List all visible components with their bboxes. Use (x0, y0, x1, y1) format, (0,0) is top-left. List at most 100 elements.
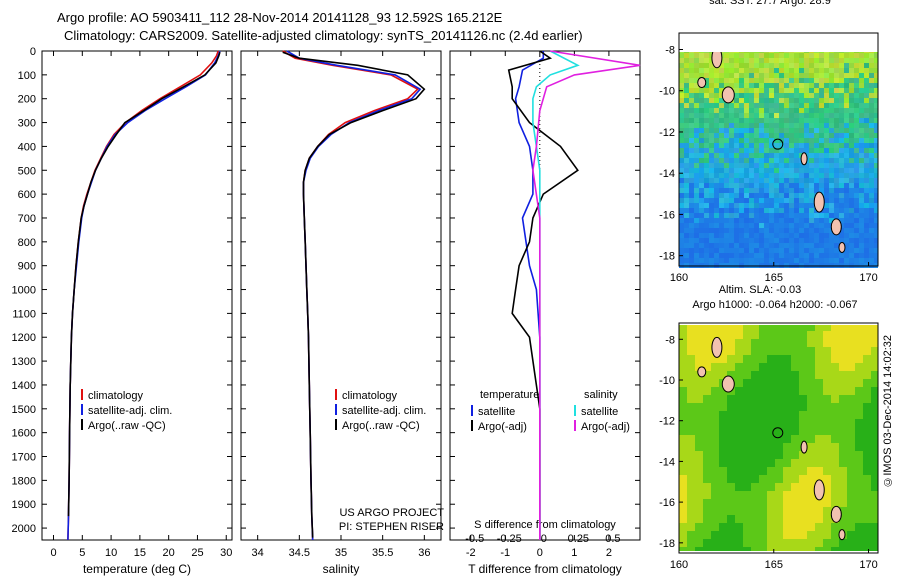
map-cell (844, 73, 850, 79)
map-cell (749, 128, 755, 134)
map-cell (839, 515, 848, 524)
map-cell (719, 83, 725, 89)
map-cell (839, 38, 845, 44)
map-cell (854, 108, 860, 114)
map-cell (815, 379, 824, 388)
map-cell (779, 148, 785, 154)
map-cell (699, 143, 705, 149)
map-cell (744, 258, 750, 264)
map-cell (839, 33, 845, 39)
map-cell (714, 188, 720, 194)
map-cell (735, 443, 744, 452)
map-cell (767, 459, 776, 468)
map-cell (809, 73, 815, 79)
map-cell (739, 183, 745, 189)
map-cell (779, 248, 785, 254)
map-cell (794, 63, 800, 69)
map-cell (814, 243, 820, 249)
map-cell (794, 43, 800, 49)
map-cell (764, 158, 770, 164)
map-cell (819, 183, 825, 189)
map-cell (814, 78, 820, 84)
x2-tick-label: -0.25 (497, 533, 522, 545)
map-cell (855, 451, 864, 460)
map-cell (739, 203, 745, 209)
map-cell (819, 128, 825, 134)
map-cell (849, 113, 855, 119)
map-cell (729, 228, 735, 234)
map-cell (774, 43, 780, 49)
map-cell (834, 53, 840, 59)
map-cell (859, 78, 865, 84)
map-cell (789, 98, 795, 104)
map-cell (769, 228, 775, 234)
map-cell (711, 539, 720, 548)
map-cell (749, 233, 755, 239)
map-cell (804, 198, 810, 204)
map-cell (684, 63, 690, 69)
map-cell (847, 483, 856, 492)
map-cell (709, 98, 715, 104)
map-cell (855, 339, 864, 348)
map-cell (769, 138, 775, 144)
map-cell (769, 78, 775, 84)
map-cell (809, 218, 815, 224)
map-cell (729, 213, 735, 219)
map-cell (704, 153, 710, 159)
map-cell (839, 68, 845, 74)
map-cell (791, 427, 800, 436)
map-cell (719, 233, 725, 239)
map-cell (829, 68, 835, 74)
map-cell (695, 347, 704, 356)
map-cell (834, 33, 840, 39)
map-cell (703, 411, 712, 420)
map-cell (859, 93, 865, 99)
map-cell (794, 173, 800, 179)
map-cell (839, 108, 845, 114)
map-cell (719, 531, 728, 540)
map-cell (764, 103, 770, 109)
map-cell (854, 103, 860, 109)
map-cell (829, 83, 835, 89)
map-cell (729, 83, 735, 89)
map-cell (735, 451, 744, 460)
map-cell (799, 403, 808, 412)
map-cell (847, 475, 856, 484)
map-cell (844, 68, 850, 74)
map-cell (689, 118, 695, 124)
map-cell (874, 93, 878, 99)
map-cell (735, 395, 744, 404)
map-cell (754, 208, 760, 214)
map-cell (724, 148, 730, 154)
map-cell (844, 63, 850, 69)
map-cell (814, 228, 820, 234)
map-cell (754, 52, 760, 54)
map-cell (784, 223, 790, 229)
map-cell (839, 43, 845, 49)
map-cell (739, 198, 745, 204)
map-cell (844, 258, 850, 264)
map-cell (703, 515, 712, 524)
map-cell (679, 52, 685, 54)
map-cell (799, 198, 805, 204)
map-cell (764, 223, 770, 229)
map-cell (855, 547, 864, 551)
map-cell (769, 253, 775, 259)
map-cell (719, 223, 725, 229)
map-cell (734, 43, 740, 49)
map-cell (794, 133, 800, 139)
map-cell (799, 325, 808, 332)
map-cell (847, 395, 856, 404)
map-cell (791, 435, 800, 444)
map-cell (734, 238, 740, 244)
map-cell (855, 355, 864, 364)
map-cell (799, 363, 808, 372)
map-cell (783, 539, 792, 548)
map-cell (759, 33, 765, 39)
map-cell (734, 143, 740, 149)
map-title: sat. SST: 27.7 Argo: 28.9 (709, 0, 831, 7)
map-cell (831, 411, 840, 420)
map-cell (829, 128, 835, 134)
map-cell (809, 103, 815, 109)
map-cell (724, 113, 730, 119)
